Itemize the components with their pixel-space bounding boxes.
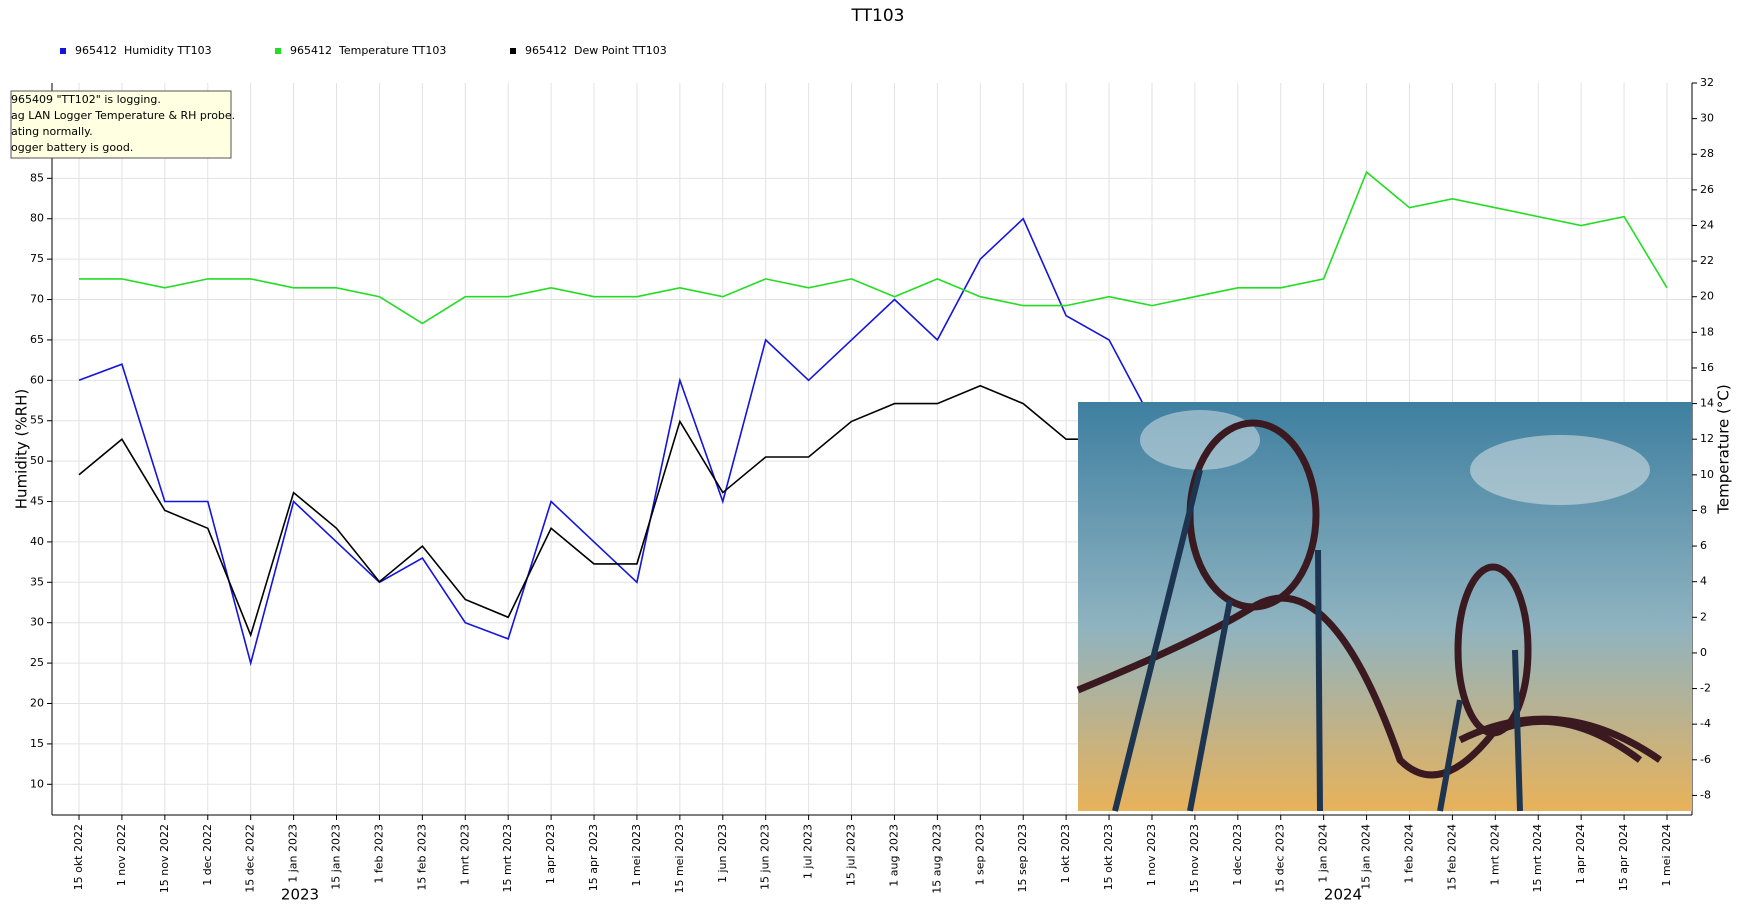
x-tick-label: 1 feb 2024	[1402, 824, 1415, 884]
tooltip-line: ag LAN Logger Temperature & RH probe.	[11, 109, 235, 122]
y-tick-label: 35	[30, 575, 44, 588]
x-tick-label: 15 jan 2024	[1360, 824, 1373, 890]
y2-tick-label: 4	[1700, 575, 1707, 588]
y2-tick-label: 12	[1700, 432, 1714, 445]
x-tick-label: 1 apr 2023	[544, 824, 557, 884]
y-tick-label: 10	[30, 777, 44, 790]
y2-tick-label: 2	[1700, 610, 1707, 623]
y2-tick-label: 22	[1700, 254, 1714, 267]
y2-tick-label: -4	[1700, 717, 1711, 730]
y-tick-label: 70	[30, 293, 44, 306]
x-tick-label: 1 okt 2023	[1059, 824, 1072, 883]
y2-tick-label: 6	[1700, 539, 1707, 552]
x-tick-label: 15 dec 2022	[244, 824, 257, 893]
tooltip: 965409 "TT102" is logging. ag LAN Logger…	[10, 90, 235, 159]
y2-tick-label: 0	[1700, 646, 1707, 659]
x-tick-label: 1 mrt 2023	[458, 824, 471, 886]
y2-tick-label: 24	[1700, 218, 1714, 231]
y-tick-label: 45	[30, 495, 44, 508]
x-tick-label: 1 jul 2023	[802, 824, 815, 879]
x-tick-label: 15 jul 2023	[845, 824, 858, 886]
y-tick-label: 55	[30, 414, 44, 427]
y-tick-label: 65	[30, 333, 44, 346]
x-tick-label: 15 nov 2022	[158, 824, 171, 893]
y-tick-label: 20	[30, 697, 44, 710]
x-tick-label: 1 sep 2023	[973, 824, 986, 885]
chart-title: TT103	[851, 6, 905, 26]
x-tick-label: 15 apr 2024	[1617, 824, 1630, 891]
x-tick-label: 15 feb 2024	[1445, 824, 1458, 891]
y-tick-label: 50	[30, 454, 44, 467]
x-tick-label: 1 nov 2022	[115, 824, 128, 886]
x-tick-label: 15 mrt 2023	[501, 824, 514, 893]
y2-tick-label: 32	[1700, 76, 1714, 89]
legend-label: 965412 Humidity TT103	[75, 44, 212, 57]
x-tick-label: 1 jan 2024	[1317, 824, 1330, 883]
legend-swatch	[510, 48, 516, 54]
y-tick-label: 85	[30, 171, 44, 184]
legend-label: 965412 Temperature TT103	[290, 44, 446, 57]
x-tick-label: 1 mei 2024	[1660, 824, 1673, 887]
x-tick-label: 1 nov 2023	[1145, 824, 1158, 886]
tooltip-line: ating normally.	[11, 125, 93, 138]
x-group-label: 2023	[281, 886, 319, 904]
x-group-label: 2024	[1324, 886, 1362, 904]
y2-tick-label: -2	[1700, 682, 1711, 695]
tooltip-line: ogger battery is good.	[11, 141, 133, 154]
x-tick-label: 15 mei 2023	[673, 824, 686, 894]
y2-tick-label: -8	[1700, 788, 1711, 801]
photo-inset	[1076, 402, 1692, 812]
y-tick-label: 40	[30, 535, 44, 548]
y-tick-label: 25	[30, 656, 44, 669]
y2-axis-label: Temperature (°C)	[1715, 384, 1733, 514]
y2-tick-label: 8	[1700, 503, 1707, 516]
y-tick-label: 75	[30, 252, 44, 265]
x-tick-label: 15 mrt 2024	[1531, 824, 1544, 893]
y-tick-label: 30	[30, 616, 44, 629]
x-tick-label: 15 jan 2023	[330, 824, 343, 890]
x-tick-label: 1 dec 2022	[201, 824, 214, 886]
x-tick-label: 15 apr 2023	[587, 824, 600, 891]
x-tick-label: 1 jan 2023	[287, 824, 300, 883]
plot-area: 15 okt 2022 1 nov 2022 15 nov 2022 1 dec 20…	[13, 76, 1733, 904]
x-tick-label: 1 dec 2023	[1231, 824, 1244, 886]
x-tick-label: 15 feb 2023	[415, 824, 428, 891]
x-tick-label: 1 apr 2024	[1574, 824, 1587, 884]
series-line	[78, 217, 1153, 667]
x-tick-label: 1 mei 2023	[630, 824, 643, 887]
legend-label: 965412 Dew Point TT103	[525, 44, 667, 57]
y2-tick-label: 14	[1700, 397, 1714, 410]
x-tick-label: 1 aug 2023	[887, 824, 900, 887]
y2-tick-label: 10	[1700, 468, 1714, 481]
y2-tick-label: 20	[1700, 290, 1714, 303]
x-tick-label: 1 jun 2023	[716, 824, 729, 883]
legend-swatch	[275, 48, 281, 54]
x-tick-label: 15 jun 2023	[759, 824, 772, 890]
y-tick-label: 60	[30, 373, 44, 386]
tooltip-line: 965409 "TT102" is logging.	[11, 93, 161, 106]
y2-tick-label: 18	[1700, 325, 1714, 338]
x-tick-label: 1 mrt 2024	[1488, 824, 1501, 886]
series-line	[78, 384, 1110, 638]
x-tick-label: 15 aug 2023	[930, 824, 943, 894]
x-tick-label: 15 nov 2023	[1188, 824, 1201, 893]
legend-swatch	[60, 48, 66, 54]
series-line	[79, 170, 1668, 325]
x-tick-label: 15 okt 2022	[72, 824, 85, 890]
y2-tick-label: 28	[1700, 147, 1714, 160]
x-tick-label: 1 feb 2023	[372, 824, 385, 884]
x-tick-label: 15 sep 2023	[1016, 824, 1029, 892]
y2-tick-label: -6	[1700, 753, 1711, 766]
y2-tick-label: 16	[1700, 361, 1714, 374]
y2-tick-label: 30	[1700, 112, 1714, 125]
y-axis-label: Humidity (%RH)	[13, 389, 31, 509]
y-tick-label: 80	[30, 212, 44, 225]
y-tick-label: 15	[30, 737, 44, 750]
y2-tick-label: 26	[1700, 183, 1714, 196]
x-tick-label: 15 okt 2023	[1102, 824, 1115, 890]
x-tick-label: 15 dec 2023	[1274, 824, 1287, 893]
